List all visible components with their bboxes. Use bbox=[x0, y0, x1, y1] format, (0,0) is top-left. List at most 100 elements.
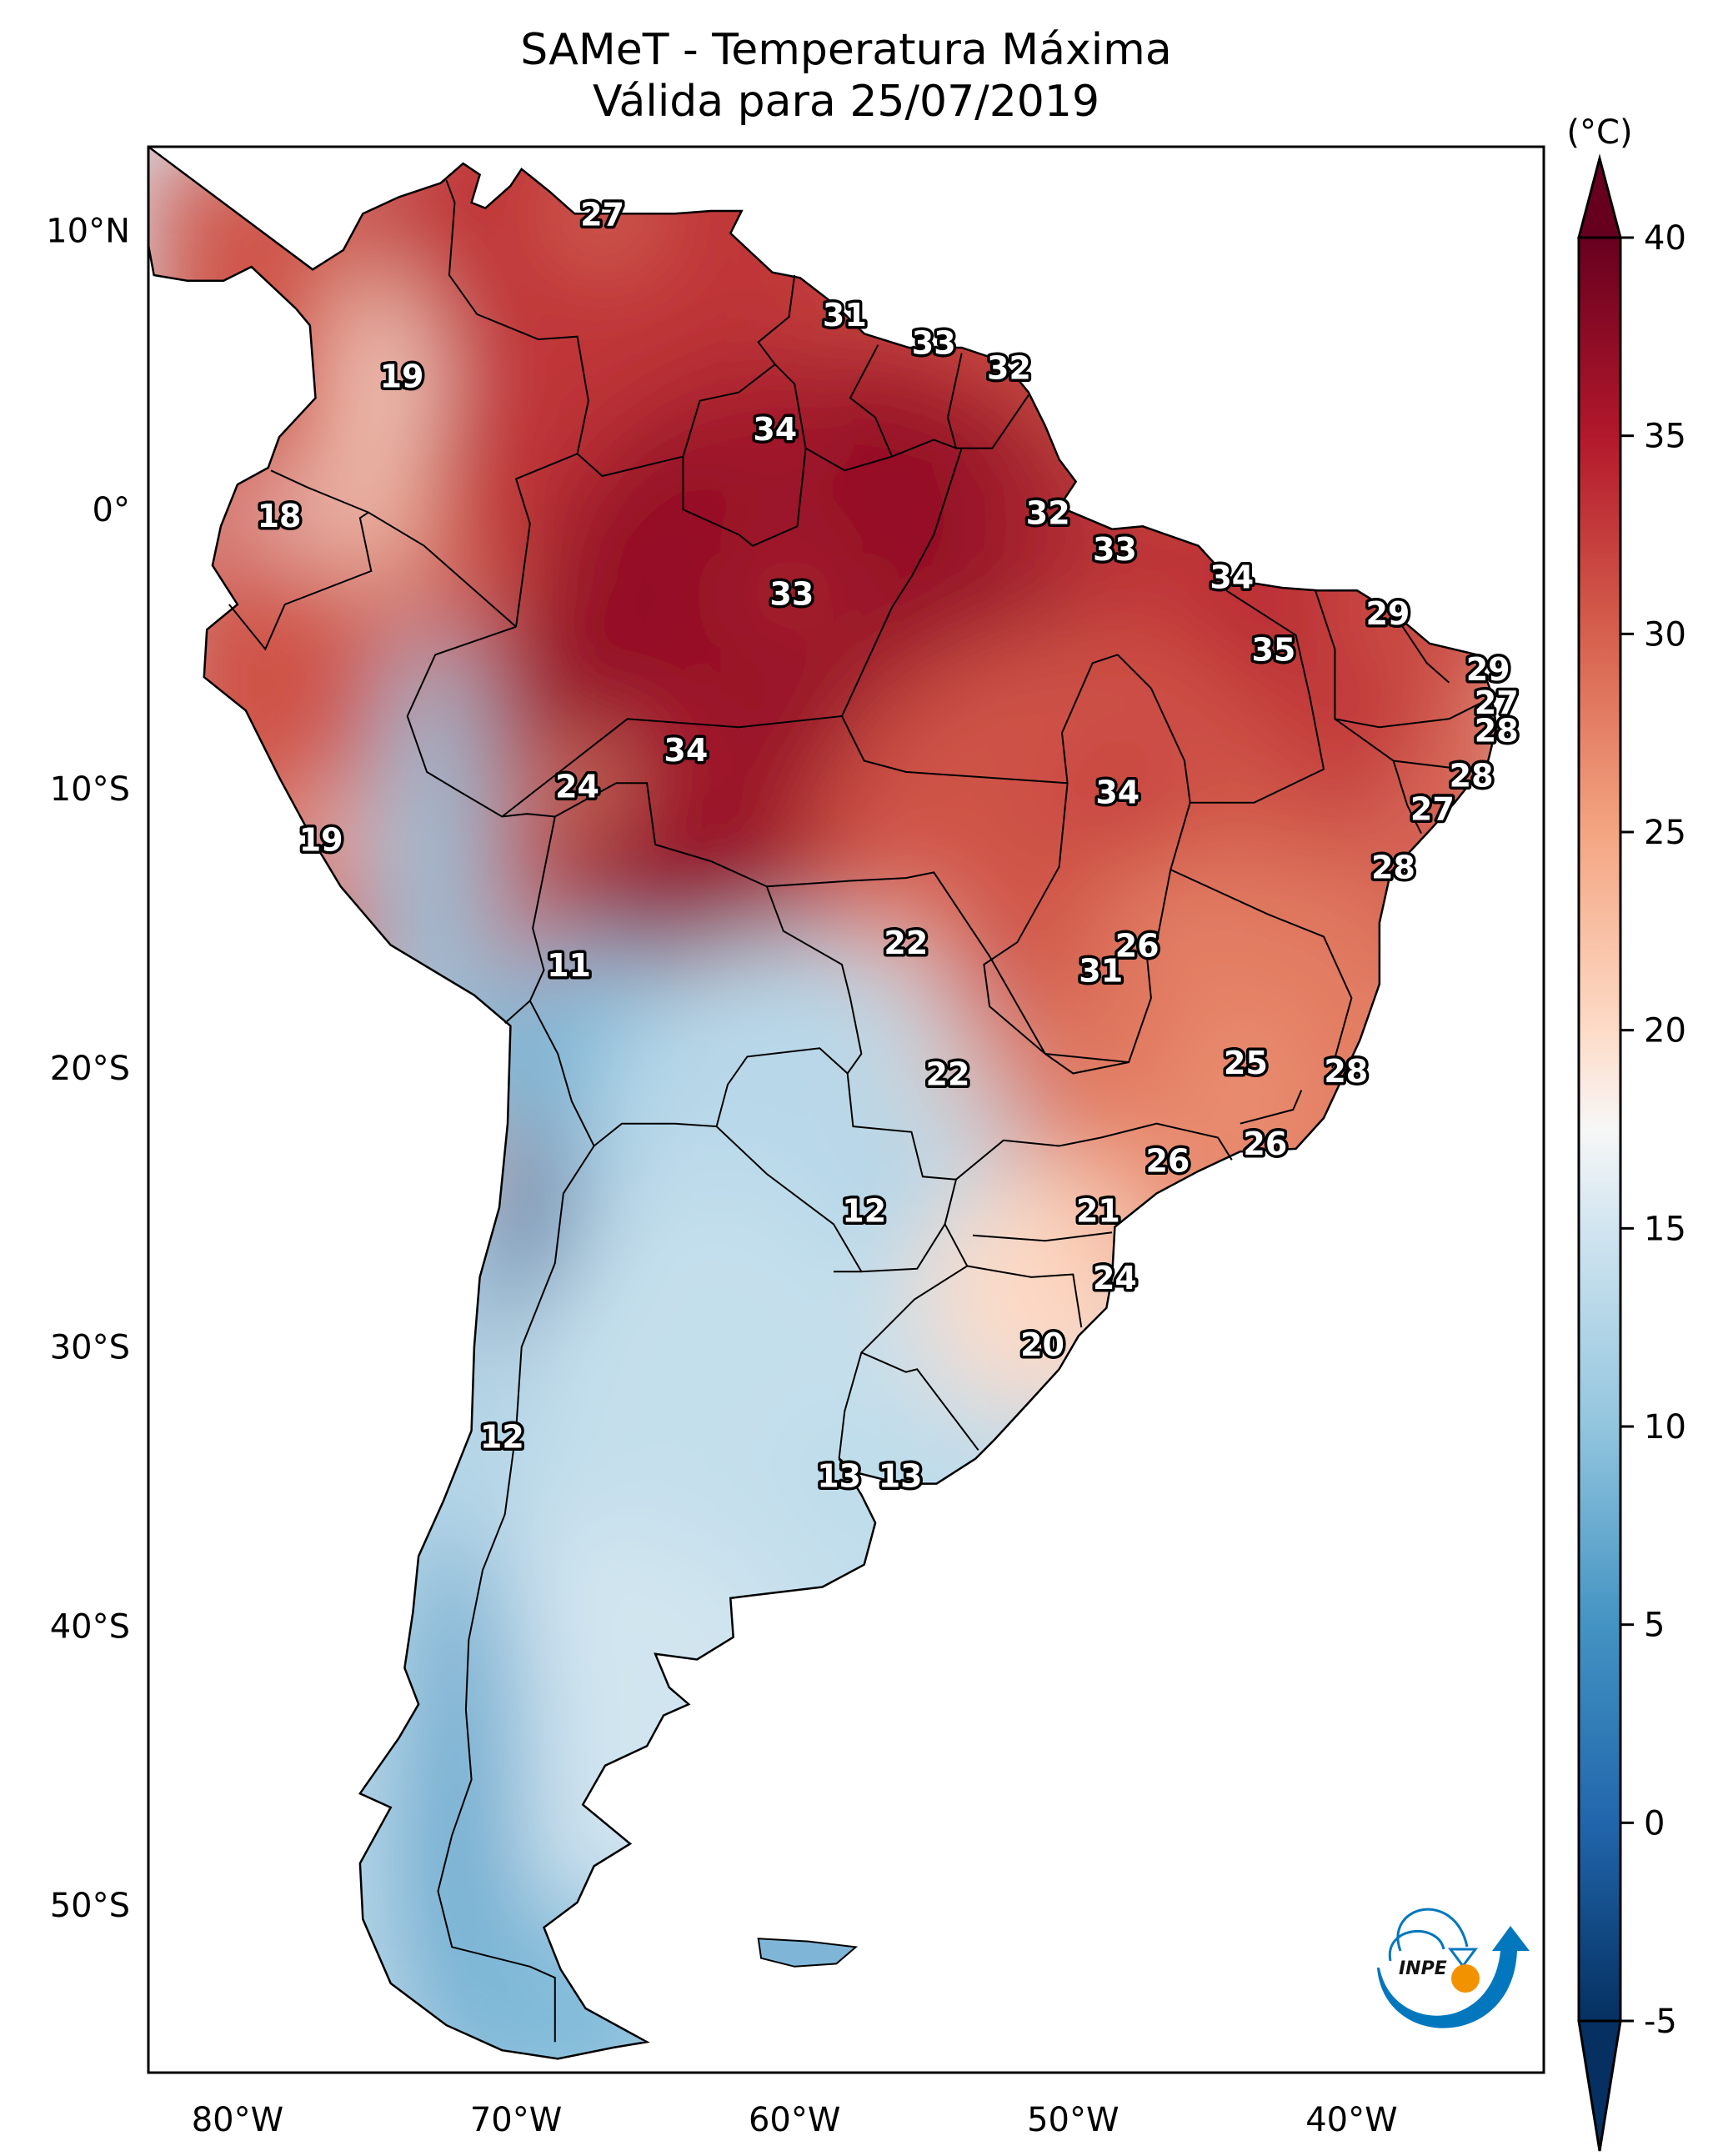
border-line bbox=[528, 816, 849, 1148]
border-line bbox=[228, 511, 373, 651]
station-value-label: 27 bbox=[1475, 684, 1519, 721]
station-value-label: 27 bbox=[1410, 790, 1455, 827]
station-value-label: 28 bbox=[1324, 1053, 1368, 1090]
border-line bbox=[967, 1265, 1083, 1328]
border-line bbox=[501, 448, 963, 818]
station-value-label: 35 bbox=[1251, 632, 1295, 669]
chart-title-line-1: SAMeT - Temperatura Máxima bbox=[520, 25, 1172, 75]
station-field-tint bbox=[1071, 745, 1164, 838]
map-frame bbox=[147, 145, 1545, 2074]
temperature-region-andes-colombia bbox=[341, 250, 412, 601]
colorbar-tick-label: 40 bbox=[1644, 219, 1686, 258]
border-line bbox=[437, 1145, 595, 2043]
colorbar-tick-label: 15 bbox=[1644, 1210, 1686, 1248]
station-field-tint bbox=[523, 918, 615, 1010]
border-line bbox=[841, 715, 1068, 785]
station-value-label: 31 bbox=[1079, 953, 1123, 990]
station-value-label: 34 bbox=[1210, 559, 1254, 596]
logo-arrow-up bbox=[1377, 1926, 1530, 2028]
station-value-label: 24 bbox=[1093, 1260, 1137, 1296]
logo-text: INPE bbox=[1399, 1958, 1447, 1979]
border-line bbox=[766, 871, 990, 957]
x-tick-label: 60°W bbox=[749, 2101, 840, 2139]
border-line bbox=[406, 625, 863, 1075]
colorbar-unit-label: (°C) bbox=[1566, 113, 1632, 152]
border-line bbox=[576, 274, 796, 478]
station-value-label: 29 bbox=[1365, 595, 1410, 632]
logo-swirl-outer bbox=[1396, 1908, 1469, 1952]
y-tick-label: 0° bbox=[93, 491, 130, 529]
station-value-label: 34 bbox=[1095, 774, 1139, 810]
y-tick-label: 40°S bbox=[50, 1607, 130, 1646]
station-value-label: 28 bbox=[1371, 850, 1415, 886]
x-tick-label: 50°W bbox=[1027, 2101, 1119, 2139]
colorbar-extend-max bbox=[1577, 153, 1622, 239]
station-value-label: 13 bbox=[879, 1458, 923, 1495]
station-field-tint bbox=[1054, 924, 1147, 1016]
station-field-tint bbox=[745, 547, 838, 639]
border-line bbox=[1170, 869, 1353, 1069]
x-axis-ticks: 80°W 70°W 60°W 50°W 40°W bbox=[192, 2101, 1398, 2139]
colorbar: (°C) 40 35 30 25 20 15 10 5 0 -5 bbox=[1566, 113, 1686, 2152]
border-line bbox=[1190, 589, 1325, 804]
station-value-label: 26 bbox=[1145, 1142, 1190, 1179]
border-line bbox=[860, 1351, 979, 1452]
station-value-label: 33 bbox=[1093, 531, 1137, 568]
border-line bbox=[972, 1231, 1113, 1242]
x-tick-label: 70°W bbox=[470, 2101, 562, 2139]
station-value-label: 13 bbox=[817, 1458, 861, 1495]
y-tick-label: 50°S bbox=[50, 1887, 130, 1925]
station-field-tint bbox=[639, 704, 732, 796]
station-field-tint bbox=[531, 740, 624, 832]
station-value-label: 12 bbox=[480, 1419, 524, 1456]
colorbar-tick-label: 5 bbox=[1644, 1607, 1665, 1645]
border-line bbox=[1044, 1053, 1129, 1075]
border-line bbox=[1448, 701, 1483, 720]
colorbar-tick-label: 0 bbox=[1644, 1804, 1665, 1843]
station-value-label: 22 bbox=[884, 925, 928, 961]
station-field-tint bbox=[356, 329, 448, 422]
colorbar-tick-label: 20 bbox=[1644, 1012, 1686, 1050]
station-value-label: 22 bbox=[926, 1055, 970, 1092]
station-field-tint bbox=[1200, 1016, 1292, 1109]
station-value-label: 11 bbox=[547, 947, 591, 984]
y-tick-label: 10°S bbox=[50, 770, 130, 809]
station-value-label: 33 bbox=[912, 324, 956, 361]
border-line bbox=[838, 1223, 969, 1459]
station-value-label: 32 bbox=[987, 349, 1031, 386]
station-value-label: 32 bbox=[1026, 495, 1070, 532]
station-field-tint bbox=[818, 1164, 910, 1256]
station-value-label: 31 bbox=[823, 297, 867, 333]
station-value-label: 19 bbox=[380, 358, 424, 395]
y-tick-label: 10°N bbox=[46, 212, 130, 250]
border-line bbox=[504, 1000, 531, 1024]
y-tick-label: 20°S bbox=[50, 1050, 130, 1088]
x-tick-label: 80°W bbox=[192, 2101, 283, 2139]
x-tick-label: 40°W bbox=[1305, 2101, 1397, 2139]
colorbar-tick-label: -5 bbox=[1644, 2003, 1677, 2041]
colorbar-tick-label: 10 bbox=[1644, 1408, 1686, 1447]
station-value-label: 18 bbox=[258, 498, 302, 534]
border-line bbox=[956, 394, 1029, 449]
station-value-label: 26 bbox=[1115, 927, 1160, 964]
logo-arrow-down bbox=[1448, 1948, 1478, 1968]
colorbar-bar bbox=[1577, 236, 1622, 2023]
station-value-label: 24 bbox=[555, 769, 599, 805]
station-field-tint bbox=[901, 1027, 994, 1120]
logo-swirl-inner bbox=[1388, 1929, 1445, 1962]
station-field-tint bbox=[456, 1390, 548, 1482]
station-value-label: 20 bbox=[1020, 1326, 1064, 1363]
border-line bbox=[1392, 760, 1422, 835]
y-axis-ticks: 10°N 0° 10°S 20°S 30°S 40°S 50°S bbox=[46, 212, 130, 1925]
station-value-label: 34 bbox=[753, 411, 797, 448]
border-line bbox=[445, 179, 589, 627]
border-line bbox=[983, 654, 1119, 1055]
station-field-tint bbox=[1227, 603, 1320, 695]
border-line bbox=[1117, 654, 1191, 943]
station-value-label: 21 bbox=[1076, 1193, 1120, 1230]
political-borders bbox=[228, 179, 1483, 2043]
colorbar-extend-min bbox=[1577, 2019, 1622, 2152]
station-value-label: 28 bbox=[1450, 757, 1494, 794]
